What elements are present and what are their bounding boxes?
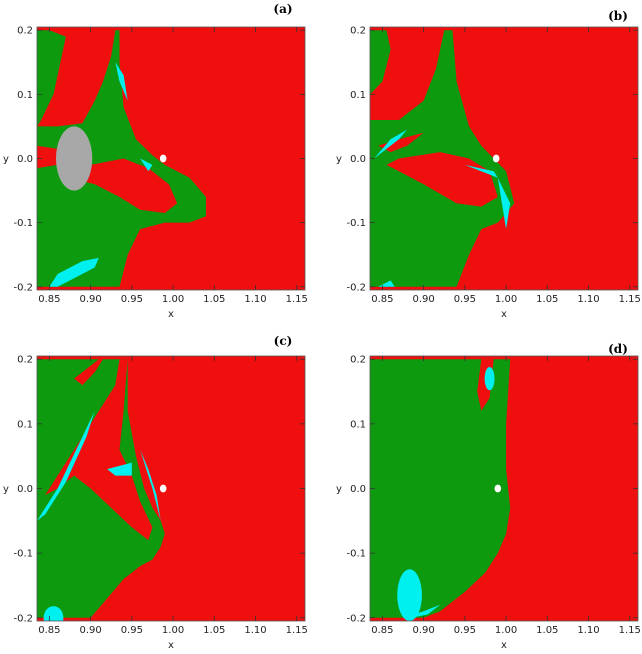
x-tick-label: 1.05 [536,294,558,305]
y-tick-label: 0.2 [17,355,33,366]
y-tick-label: 0.1 [17,419,33,430]
cyan-region [43,606,64,621]
panel-a: 0.85 0.90 0.95 1.00 1.05 1.10 1.15 0.2 0.1 0.0 -0.… [3,2,308,320]
x-tick-label: 1.00 [495,625,517,636]
x-tick-label: 1.05 [203,294,225,305]
x-tick-label: 1.00 [162,294,184,305]
y-tick-label: -0.2 [13,282,33,293]
x-tick-label: 1.10 [244,294,266,305]
cyan-region [497,177,511,230]
x-tick-label: 1.15 [286,625,308,636]
y-tick-label: 0.2 [17,26,33,37]
panel-label: (c) [274,334,293,348]
y-axis-label: y [3,154,9,165]
basin-map [370,356,638,621]
red-region [386,152,498,207]
cyan-region [403,604,441,618]
x-tick-label: 0.85 [371,294,393,305]
cyan-region [107,462,132,476]
red-region [45,359,153,541]
x-tick-label: 0.95 [454,625,476,636]
cyan-region [49,257,99,287]
x-tick-label: 1.10 [577,625,599,636]
y-axis-label: y [336,154,342,165]
gray-region [55,126,93,191]
x-tick-label: 1.15 [619,625,641,636]
y-tick-label: 0.0 [350,484,366,495]
x-tick-label: 0.90 [412,625,434,636]
white-region [159,484,167,493]
y-axis-label: y [336,484,342,495]
y-tick-label: -0.1 [13,549,33,560]
x-tick-label: 0.85 [38,294,60,305]
x-tick-label: 1.05 [536,625,558,636]
cyan-region [115,62,128,101]
cyan-region [374,129,408,159]
white-region [494,484,502,493]
red-region [74,359,103,386]
panel-label: (d) [608,342,628,356]
white-region [159,154,167,163]
red-region [378,132,424,153]
panel-label: (b) [608,9,628,23]
y-tick-label: 0.0 [17,484,33,495]
y-tick-label: -0.1 [346,549,366,560]
basin-map [37,356,305,621]
x-tick-label: 0.90 [412,294,434,305]
x-tick-label: 0.90 [79,294,101,305]
panel-c: 0.85 0.90 0.95 1.00 1.05 1.10 1.15 0.2 0.1 0.0 -0.… [3,334,308,651]
cyan-region [397,569,422,621]
y-tick-label: 0.0 [17,154,33,165]
x-tick-label: 0.95 [454,294,476,305]
panel-label: (a) [273,2,292,16]
green-region [370,359,511,618]
x-axis-label: x [168,640,174,651]
x-tick-label: 1.15 [286,294,308,305]
cyan-region [140,158,153,172]
x-tick-label: 0.95 [121,294,143,305]
green-region [370,30,391,95]
green-region [37,30,206,287]
panel-b: 0.85 0.90 0.95 1.00 1.05 1.10 1.15 0.2 0.1 0.0 -0.… [336,9,641,320]
y-tick-label: -0.1 [346,218,366,229]
x-tick-label: 0.85 [38,625,60,636]
white-region [492,154,500,163]
y-tick-label: 0.1 [17,90,33,101]
cyan-region [484,366,495,391]
x-tick-label: 1.15 [619,294,641,305]
y-tick-label: -0.1 [13,218,33,229]
y-axis-label: y [3,484,9,495]
x-tick-label: 1.00 [495,294,517,305]
y-tick-label: -0.2 [346,613,366,624]
x-tick-label: 0.90 [79,625,101,636]
y-tick-label: 0.2 [350,26,366,37]
y-tick-label: -0.2 [346,282,366,293]
x-tick-label: 0.85 [371,625,393,636]
x-axis-label: x [501,640,507,651]
x-tick-label: 1.00 [162,625,184,636]
x-tick-label: 1.10 [244,625,266,636]
cyan-region [464,164,498,178]
x-axis-label: x [501,309,507,320]
red-region [37,145,75,169]
panel-d: 0.85 0.90 0.95 1.00 1.05 1.10 1.15 0.2 0.1 0.0 -0.… [336,342,641,651]
x-tick-label: 1.05 [203,625,225,636]
basin-map [37,27,305,290]
x-tick-label: 1.10 [577,294,599,305]
y-tick-label: 0.2 [350,355,366,366]
y-tick-label: 0.1 [350,419,366,430]
x-axis-label: x [168,309,174,320]
y-tick-label: -0.2 [13,613,33,624]
green-region [37,30,66,127]
x-tick-label: 0.95 [121,625,143,636]
basin-map [370,27,638,290]
y-tick-label: 0.0 [350,154,366,165]
y-tick-label: 0.1 [350,90,366,101]
